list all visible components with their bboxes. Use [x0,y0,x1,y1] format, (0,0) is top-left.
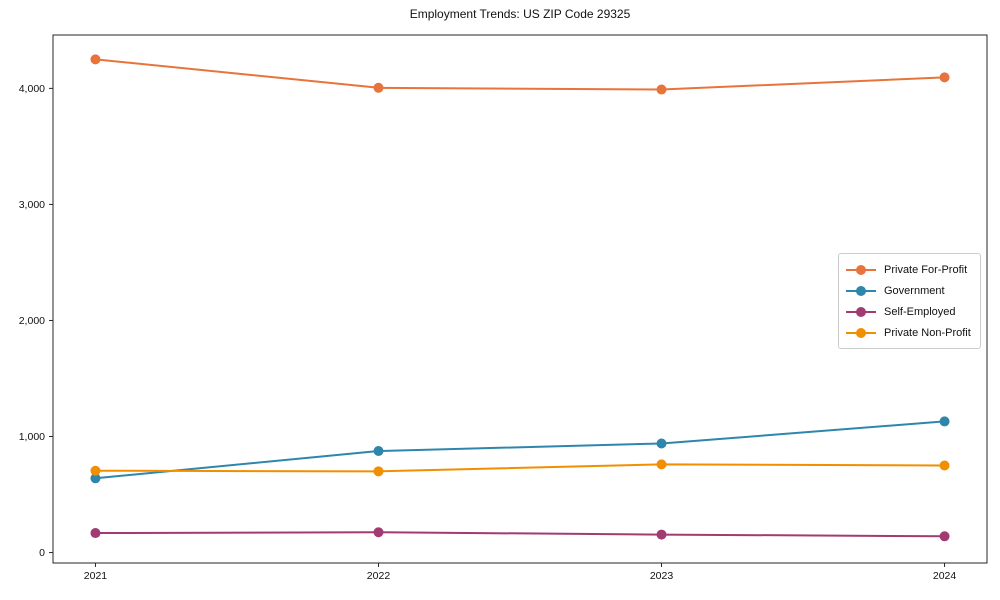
data-point [656,529,667,540]
legend-marker-icon [846,285,876,296]
y-tick-label: 2,000 [19,315,45,327]
data-point [90,528,101,539]
data-point [939,416,950,427]
data-point [656,459,667,470]
data-point [939,72,950,83]
data-point [90,473,101,484]
legend-marker-icon [846,264,876,275]
x-tick-label: 2022 [367,570,391,582]
legend-marker-icon [846,327,876,338]
legend-label: Government [884,284,945,297]
chart-title: Employment Trends: US ZIP Code 29325 [409,7,631,21]
data-point [373,82,384,93]
legend-item-self-employed: Self-Employed [846,301,971,322]
data-point [373,466,384,477]
x-tick-label: 2024 [933,570,957,582]
series-line-self-employed [95,531,945,538]
y-tick-label: 3,000 [19,199,45,211]
series-line-government [95,420,945,480]
legend-label: Private For-Profit [884,263,968,276]
y-tick-label: 0 [39,547,45,559]
y-tick-label: 1,000 [19,431,45,443]
series-line-private-non-profit [95,463,945,473]
legend: Private For-Profit Government Self-Employe… [838,253,981,349]
data-point [90,465,101,476]
y-tick-label: 4,000 [19,83,45,95]
data-point [939,460,950,471]
legend-item-private-for-profit: Private For-Profit [846,259,971,280]
data-point [373,446,384,457]
data-point [656,84,667,95]
data-point [656,438,667,449]
series-line-private-for-profit [95,58,945,91]
plot-border [52,34,988,564]
data-point [939,531,950,542]
legend-item-government: Government [846,280,971,301]
data-point [373,527,384,538]
x-tick-label: 2021 [84,570,108,582]
legend-label: Self-Employed [884,305,956,318]
legend-item-private-non-profit: Private Non-Profit [846,322,971,343]
data-point [90,54,101,65]
x-tick-label: 2023 [650,570,674,582]
legend-label: Private Non-Profit [884,326,971,339]
legend-marker-icon [846,306,876,317]
